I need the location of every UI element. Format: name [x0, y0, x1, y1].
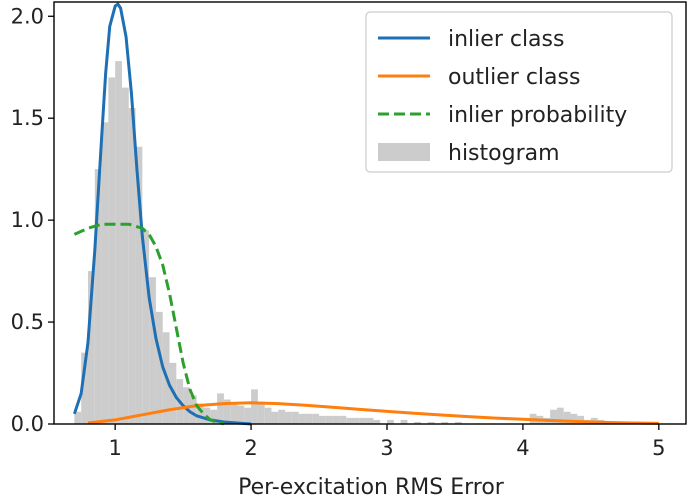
histogram-bar [386, 419, 394, 424]
histogram-bar [189, 395, 197, 424]
histogram-bar [251, 389, 258, 424]
x-tick-label: 5 [652, 436, 665, 460]
histogram-bar [244, 407, 252, 424]
histogram-bar [264, 407, 272, 424]
histogram-bar [319, 415, 326, 424]
histogram-bar [87, 271, 95, 424]
histogram-bar [550, 409, 557, 424]
histogram-bar [237, 405, 245, 424]
series-line-outlier-class [87, 401, 659, 425]
histogram-bar [325, 415, 333, 424]
histogram-bar [278, 409, 286, 424]
series-line-inlier-probability [73, 222, 225, 426]
histogram-bar [128, 108, 136, 425]
histogram-bar [142, 230, 150, 424]
histogram-bar [210, 409, 218, 424]
legend-label-histogram: histogram [448, 141, 560, 166]
histogram-bar [223, 399, 231, 424]
histogram-bar [339, 415, 347, 424]
histogram-bar [353, 417, 360, 424]
x-tick-label: 3 [380, 436, 393, 460]
histogram-bar [305, 413, 313, 424]
histogram-bar [563, 411, 571, 424]
histogram-bar [155, 311, 163, 424]
histogram-bar [74, 411, 82, 424]
histogram-bar [196, 403, 204, 424]
histogram-bar [373, 419, 381, 424]
histogram-bar [577, 415, 585, 424]
histogram-bar [94, 169, 102, 424]
histogram-bar [359, 417, 367, 424]
histogram-bar [230, 403, 238, 424]
y-tick-label: 0.5 [11, 310, 44, 334]
histogram-bar [285, 411, 292, 424]
histogram-bar [570, 413, 578, 424]
histogram-bar [81, 352, 88, 424]
histogram-bar [115, 61, 122, 424]
legend-label-outlier-class: outlier class [448, 65, 580, 90]
histogram-bar [121, 87, 129, 424]
histogram-bar [366, 417, 374, 424]
histogram-bar [149, 277, 156, 424]
y-tick-label: 1.5 [11, 106, 44, 130]
histogram-bar [400, 419, 408, 424]
histogram-bar [332, 415, 340, 424]
histogram-bar [217, 393, 224, 424]
histogram-bar [183, 387, 190, 424]
histogram-bar [135, 146, 143, 424]
x-tick-label: 2 [244, 436, 257, 460]
legend-box [365, 11, 673, 173]
histogram-bar [427, 421, 435, 424]
y-tick-label: 0.0 [11, 412, 44, 436]
histogram-bar [108, 77, 116, 424]
histogram-bar [414, 421, 421, 424]
histogram-bar [257, 403, 265, 424]
legend-label-inlier-probability: inlier probability [448, 103, 627, 128]
y-tick-label: 1.0 [11, 208, 44, 232]
legend-label-inlier-class: inlier class [448, 27, 564, 52]
histogram-bar [441, 421, 449, 424]
histogram-bar [101, 122, 109, 425]
series-layer [72, 2, 659, 426]
x-axis-label: Per-excitation RMS Error [238, 475, 505, 497]
x-tick-label: 4 [516, 436, 529, 460]
plot-frame [53, 1, 687, 425]
histogram-bar [298, 413, 306, 424]
axes: 1 2 3 4 5 0.0 0.5 1.0 1.5 2.0 [11, 1, 687, 460]
histogram-bar [556, 407, 564, 424]
histogram-bar [312, 413, 320, 424]
histogram-bar [346, 417, 354, 424]
x-tick-label: 1 [108, 436, 121, 460]
histogram-bar [271, 411, 279, 424]
series-line-inlier-class [72, 2, 252, 426]
y-tick-label: 2.0 [11, 4, 44, 28]
legend-swatch-histogram [378, 143, 430, 161]
histogram-bar [291, 411, 299, 424]
legend: inlier class outlier class inlier probabil… [365, 11, 673, 173]
histogram-bar [454, 421, 462, 424]
